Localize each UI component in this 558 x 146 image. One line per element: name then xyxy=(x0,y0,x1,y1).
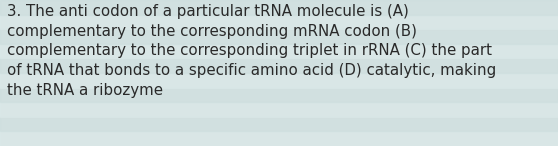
Bar xyxy=(0,88,558,102)
Bar xyxy=(0,117,558,131)
Bar xyxy=(0,44,558,58)
Bar xyxy=(0,131,558,146)
Bar xyxy=(0,73,558,88)
Bar xyxy=(0,58,558,73)
Bar xyxy=(0,29,558,44)
Bar xyxy=(0,0,558,15)
Bar xyxy=(0,15,558,29)
Text: 3. The anti codon of a particular tRNA molecule is (A)
complementary to the corr: 3. The anti codon of a particular tRNA m… xyxy=(7,4,496,98)
Bar xyxy=(0,102,558,117)
